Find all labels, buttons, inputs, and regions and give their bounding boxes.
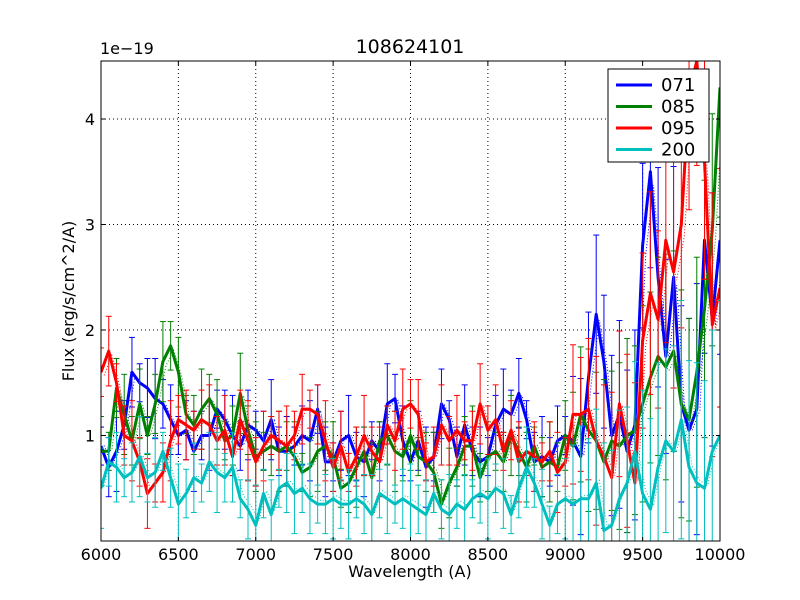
y-tick-label: 2: [85, 321, 95, 340]
x-tick-label: 7500: [313, 545, 354, 564]
y-tick-label: 4: [85, 110, 95, 129]
ticks: 6000 6500 7000 7500 8000 8500 9000 9500 10000 1 2 3…: [81, 61, 746, 564]
y-axis-label: Flux (erg/s/cm^2/A): [59, 221, 78, 382]
legend-label-095: 095: [661, 118, 695, 139]
chart-title: 108624101: [356, 36, 465, 58]
y-scale-offset-label: 1e−19: [100, 39, 154, 58]
series-200: [101, 299, 720, 541]
legend-label-071: 071: [661, 75, 695, 96]
legend-label-200: 200: [661, 140, 695, 161]
y-tick-label: 1: [85, 427, 95, 446]
series-200-line: [101, 418, 720, 532]
series-085-line: [101, 87, 720, 506]
series-layer: [101, 61, 720, 541]
y-tick-label: 3: [85, 216, 95, 235]
series-095-line: [101, 61, 720, 495]
x-tick-label: 8000: [390, 545, 431, 564]
x-tick-label: 9000: [545, 545, 586, 564]
x-tick-label: 7000: [235, 545, 276, 564]
x-tick-label: 8500: [468, 545, 509, 564]
x-tick-label: 6000: [81, 545, 122, 564]
x-tick-label: 6500: [158, 545, 199, 564]
x-tick-label: 9500: [622, 545, 663, 564]
x-tick-label: 10000: [695, 545, 746, 564]
legend-label-085: 085: [661, 97, 695, 118]
x-axis-label: Wavelength (A): [348, 562, 471, 581]
